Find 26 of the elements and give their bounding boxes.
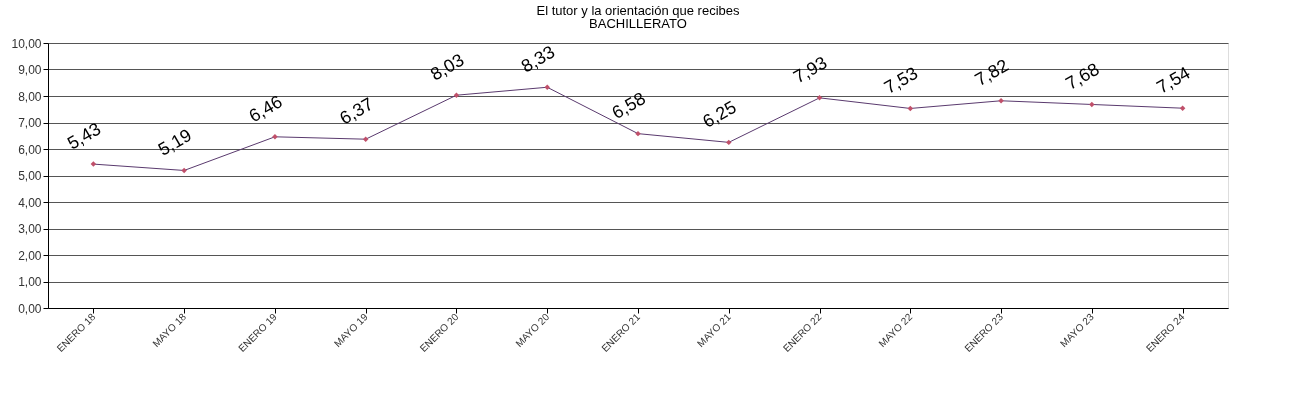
data-label: 6,25: [699, 96, 740, 132]
y-tick-label: 10,00: [11, 36, 42, 51]
data-label: 5,19: [154, 124, 196, 160]
data-label: 6,37: [336, 93, 377, 129]
data-label: 7,54: [1153, 62, 1194, 98]
data-label: 6,46: [245, 91, 286, 127]
y-tick-label: 7,00: [18, 116, 42, 130]
data-label: 5,43: [63, 118, 105, 154]
y-tick-label: 2,00: [18, 248, 42, 263]
y-tick-label: 3,00: [18, 222, 42, 236]
data-label: 7,68: [1062, 58, 1103, 94]
data-label: 6,58: [608, 88, 649, 123]
y-tick-label: 5,00: [18, 169, 42, 183]
y-tick-label: 4,00: [18, 195, 42, 210]
y-tick-label: 6,00: [18, 142, 42, 157]
y-tick-label: 0,00: [18, 301, 42, 316]
y-tick-label: 8,00: [18, 89, 42, 104]
data-label: 7,93: [790, 52, 831, 88]
data-label: 8,03: [426, 49, 468, 85]
data-label: 7,53: [880, 62, 922, 98]
chart-subtitle: BACHILLERATO: [589, 16, 687, 31]
y-tick-label: 1,00: [18, 275, 42, 289]
data-label: 7,82: [971, 55, 1012, 91]
chart-title: El tutor y la orientación que recibes: [536, 3, 741, 18]
data-label: 8,33: [517, 41, 559, 77]
y-tick-label: 9,00: [18, 63, 42, 77]
